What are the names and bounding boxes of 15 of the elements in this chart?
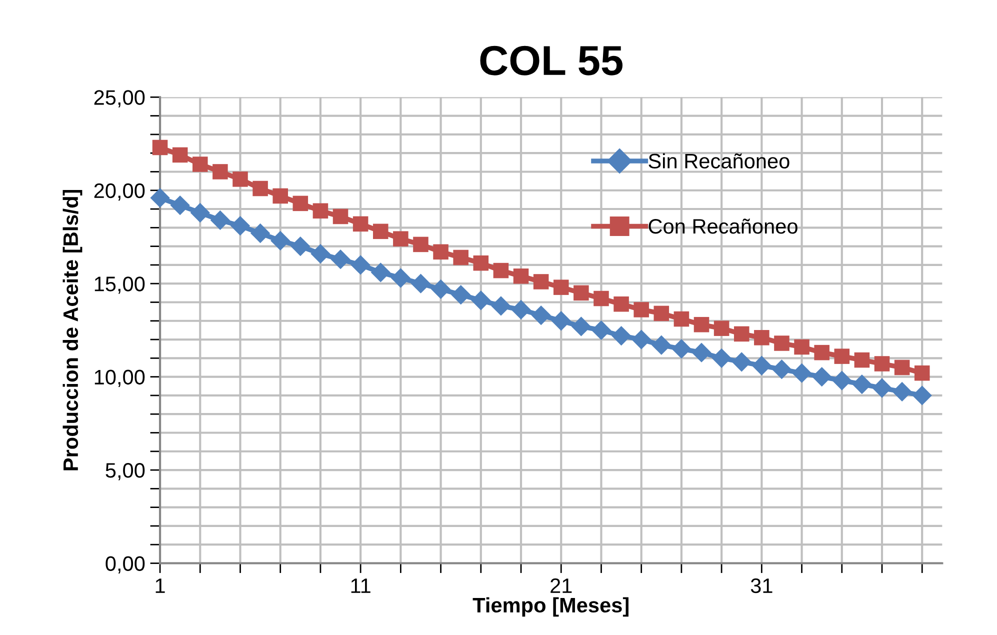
chart-title: COL 55 — [480, 46, 623, 76]
legend-label: Sin Recañoneo — [648, 153, 790, 168]
x-axis-title: Tiempo [Meses] — [472, 597, 628, 617]
y-tick-label: 15,00 — [94, 276, 145, 294]
y-tick-label: 25,00 — [94, 90, 145, 108]
y-tick-label: 0,00 — [106, 556, 145, 574]
legend-label: Con Recañoneo — [648, 218, 798, 234]
y-axis-title: Produccion de Aceite [Bls/d] — [62, 190, 82, 470]
x-tick-label: 31 — [750, 578, 772, 594]
y-tick-label: 10,00 — [94, 370, 145, 388]
y-tick-label: 5,00 — [106, 463, 145, 480]
x-tick-label: 21 — [550, 578, 572, 593]
x-tick-label: 11 — [351, 578, 370, 593]
y-tick-label: 20,00 — [94, 183, 145, 201]
x-tick-label: 1 — [156, 578, 165, 593]
